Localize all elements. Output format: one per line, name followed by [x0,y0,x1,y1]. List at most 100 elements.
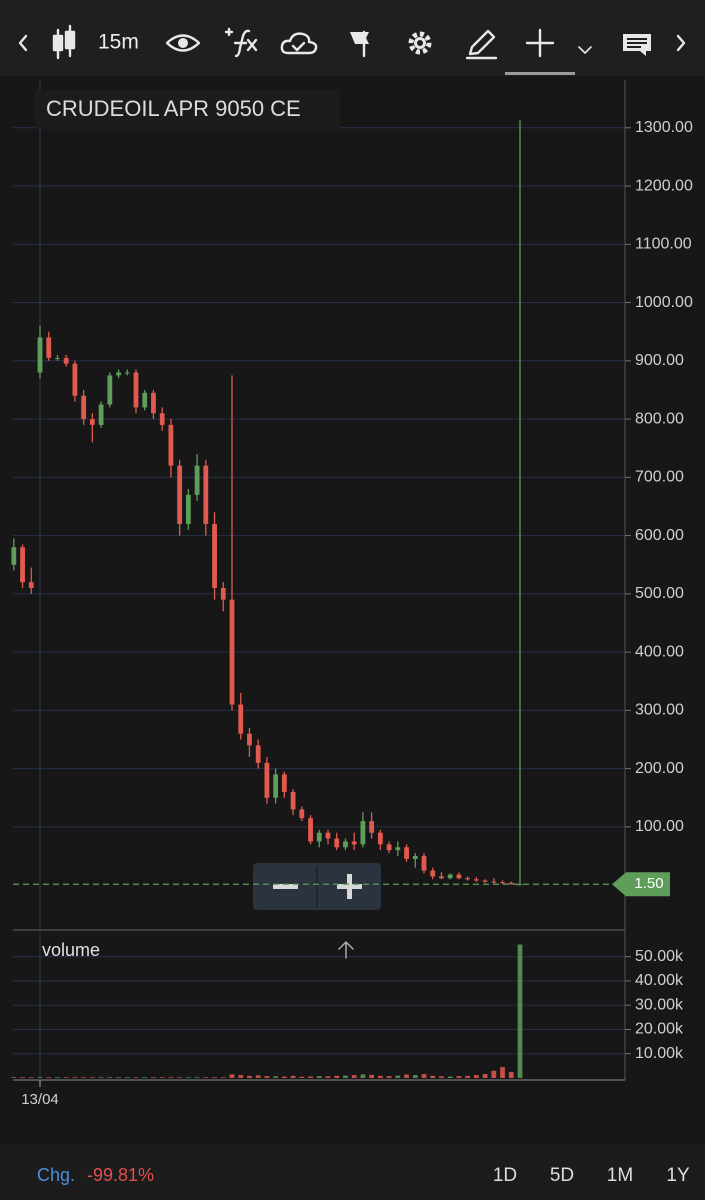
candle-body [325,832,331,839]
volume-bar [517,944,523,1078]
candle-body [194,465,200,495]
expand-pane[interactable] [338,941,354,959]
candle-body [55,357,60,359]
candle-body [107,375,113,405]
y-tick-label: 10.00k [635,1045,684,1062]
candle-body [421,856,427,871]
volume-bar [351,1075,357,1078]
candle-body [212,523,217,589]
candle-body [430,870,436,877]
indicators-visibility[interactable] [165,34,201,52]
candle-body [124,372,130,374]
candle-body [151,392,156,414]
volume-bar [281,1076,287,1078]
volume-bar [421,1074,427,1078]
candle-body [98,404,104,425]
candle-body [508,882,514,885]
x-tick-label: 13/04 [21,1091,59,1108]
candle-body [28,582,34,589]
volume-bar [325,1076,331,1078]
volume-bar [72,1077,78,1078]
candle-body [72,363,78,396]
volume-bar [194,1077,200,1078]
volume-bar [185,1077,191,1078]
volume-bar [334,1075,340,1078]
crosshair-options[interactable] [578,46,592,54]
candle-body [360,821,366,845]
range-button[interactable]: 1D [493,1165,517,1186]
candle-body [142,392,148,408]
volume-bar [404,1074,409,1078]
volume-bar [220,1077,226,1078]
functions-button[interactable] [224,27,258,58]
candle-body [316,832,322,842]
y-tick-label: 800.00 [635,410,684,427]
candle-body [273,774,279,798]
candle-body [377,832,383,845]
y-tick-label: 1100.00 [635,236,692,253]
range-button[interactable]: 1Y [666,1165,690,1186]
last-price-label: 1.50 [634,875,663,892]
change-value: -99.81% [87,1165,154,1185]
candle-body [63,357,69,364]
scroll-right[interactable] [676,34,686,52]
volume-bar [229,1074,235,1078]
interval-button[interactable]: 15m [98,31,139,54]
chart-title: CRUDEOIL APR 9050 CE [46,96,301,121]
volume-bar [412,1075,418,1078]
settings-button[interactable] [408,31,432,55]
y-tick-label: 700.00 [635,469,684,486]
range-button[interactable]: 1M [607,1165,633,1186]
y-tick-label: 1000.00 [635,294,693,311]
candle-body [116,372,121,376]
candle-body [439,876,444,879]
volume-bar [386,1076,392,1078]
volume-bar [343,1075,348,1078]
candle-body [89,419,95,425]
cloud-save[interactable] [280,32,318,55]
candle-body [290,791,296,810]
zoom-control [253,863,381,910]
candle-body [255,745,261,763]
candle-body [220,588,226,600]
volume-bar [142,1077,148,1078]
volume-bar [133,1077,139,1078]
volume-bar [508,1071,514,1078]
volume-bar [255,1075,261,1078]
title-box [35,90,340,128]
volume-bar [360,1074,366,1078]
volume-bar [247,1075,252,1078]
scroll-left[interactable] [18,34,28,52]
candle-body [11,547,17,565]
crosshair-button[interactable] [525,28,555,58]
y-tick-label: 40.00k [635,972,684,989]
y-tick-label: 300.00 [635,702,684,719]
volume-bar [212,1077,217,1078]
candle-body [351,841,357,845]
draw-button[interactable] [465,29,498,60]
flag-button[interactable] [350,30,369,58]
y-tick-label: 500.00 [635,585,684,602]
zoom-in[interactable] [337,874,362,899]
volume-bar [491,1070,497,1078]
candle-body [264,762,270,798]
volume-bar [168,1077,174,1078]
zoom-out[interactable] [273,884,298,889]
range-button[interactable]: 5D [550,1165,574,1186]
comment-button[interactable] [623,34,651,56]
chart-type-button[interactable] [52,24,76,60]
candle-body [395,847,401,851]
volume-bar [316,1076,322,1078]
candle-body [447,874,453,879]
volume-bar [55,1077,60,1078]
volume-bar [456,1076,462,1078]
volume-bar [20,1077,25,1078]
volume-bar [290,1075,296,1078]
y-tick-label: 200.00 [635,760,684,777]
candle-body [404,847,409,859]
volume-bar [500,1067,505,1078]
volume-bar [430,1075,436,1078]
volume-bar [46,1077,52,1078]
marks [11,120,523,1078]
